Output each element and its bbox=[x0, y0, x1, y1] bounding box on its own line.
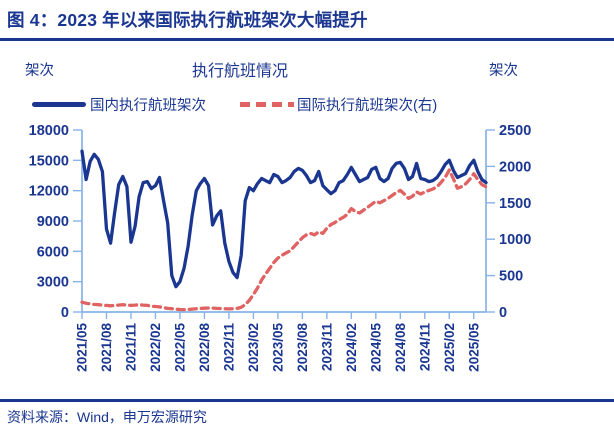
left-axis-tick-label: 0 bbox=[61, 305, 69, 321]
left-axis-tick-label: 6000 bbox=[37, 244, 69, 260]
left-axis-tick-label: 3000 bbox=[37, 275, 69, 291]
left-axis-tick-label: 12000 bbox=[29, 184, 69, 200]
domestic-flights-line bbox=[80, 149, 488, 289]
right-axis-tick-label: 1000 bbox=[499, 232, 531, 248]
right-axis-tick-label: 0 bbox=[499, 305, 507, 321]
x-axis-tick-label: 2024/02 bbox=[344, 323, 359, 372]
x-axis-tick-label: 2025/02 bbox=[442, 323, 457, 372]
x-axis-tick-label: 2023/02 bbox=[246, 323, 261, 372]
x-axis-tick-label: 2022/08 bbox=[197, 323, 212, 372]
x-axis-tick-label: 2022/05 bbox=[172, 323, 187, 372]
figure-title: 图 4：2023 年以来国际执行航班架次大幅提升 bbox=[7, 10, 368, 30]
chart-legend: 国内执行航班架次 国际执行航班架次(右) bbox=[0, 92, 614, 114]
left-axis-tick-label: 15000 bbox=[29, 153, 69, 169]
x-axis-tick-label: 2024/11 bbox=[417, 323, 432, 372]
source-divider bbox=[0, 399, 614, 402]
right-axis-tick-label: 500 bbox=[499, 269, 523, 285]
left-axis-tick-label: 18000 bbox=[29, 123, 69, 139]
left-axis-tick-label: 9000 bbox=[37, 214, 69, 230]
x-axis-tick-label: 2024/05 bbox=[368, 323, 383, 372]
international-legend-label: 国际执行航班架次(右) bbox=[297, 98, 438, 114]
source-note: 资料来源：Wind，申万宏源研究 bbox=[7, 409, 207, 425]
x-axis-tick-label: 2025/05 bbox=[466, 323, 481, 372]
right-axis-unit: 架次 bbox=[489, 63, 518, 79]
x-axis-tick-label: 2022/02 bbox=[148, 323, 163, 372]
x-axis-tick-label: 2023/11 bbox=[319, 323, 334, 372]
right-axis-tick-label: 2000 bbox=[499, 159, 531, 175]
x-axis-tick-label: 2024/08 bbox=[393, 323, 408, 372]
left-axis-unit: 架次 bbox=[25, 63, 54, 79]
x-axis-tick-label: 2023/08 bbox=[295, 323, 310, 372]
domestic-legend-label: 国内执行航班架次 bbox=[90, 98, 206, 114]
international-line-swatch bbox=[240, 102, 294, 107]
title-underline bbox=[0, 38, 614, 41]
x-axis-tick-label: 2022/11 bbox=[221, 323, 236, 372]
chart-title: 执行航班情况 bbox=[191, 63, 288, 80]
x-axis-tick-label: 2023/05 bbox=[270, 323, 285, 372]
x-axis-tick-label: 2021/08 bbox=[99, 323, 114, 372]
right-axis-tick-label: 1500 bbox=[499, 196, 531, 212]
x-axis-tick-label: 2021/05 bbox=[75, 323, 90, 372]
domestic-line-swatch bbox=[32, 102, 86, 107]
x-axis-tick-label: 2021/11 bbox=[123, 323, 138, 372]
international-flights-line bbox=[80, 168, 488, 312]
right-axis-tick-label: 2500 bbox=[499, 123, 531, 139]
